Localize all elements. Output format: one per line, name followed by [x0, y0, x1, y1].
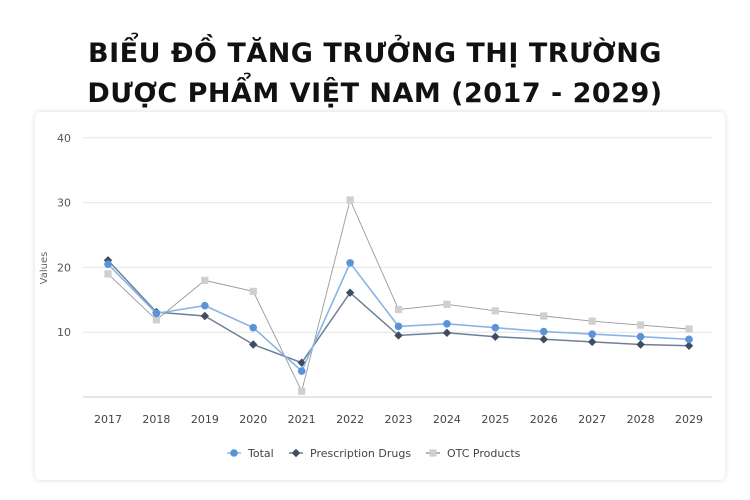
series-otc-products: [104, 196, 693, 395]
data-point: [443, 319, 451, 328]
data-point: [443, 300, 451, 308]
data-point: [588, 317, 596, 325]
series-total: [104, 259, 693, 375]
data-point: [491, 323, 500, 332]
data-point: [346, 196, 354, 204]
x-tick-label: 2027: [578, 413, 606, 426]
x-tick-label: 2020: [239, 413, 267, 426]
x-tick-label: 2017: [94, 413, 122, 426]
x-tick-label: 2019: [191, 413, 219, 426]
data-point: [394, 322, 403, 331]
x-tick-label: 2028: [627, 413, 655, 426]
legend-marker: [429, 449, 437, 457]
data-point: [249, 340, 258, 349]
data-point: [539, 327, 548, 336]
data-point: [394, 305, 403, 314]
data-point: [540, 312, 548, 320]
x-tick-label: 2018: [142, 413, 170, 426]
chart-title-line-2: DƯỢC PHẨM VIỆT NAM (2017 - 2029): [87, 78, 663, 109]
data-point: [685, 325, 693, 333]
x-tick-label: 2025: [481, 413, 509, 426]
y-tick-label: 20: [57, 261, 71, 274]
legend-item[interactable]: Total: [227, 447, 274, 460]
x-tick-label: 2021: [288, 413, 316, 426]
legend-label: Prescription Drugs: [310, 447, 411, 460]
data-point: [201, 301, 209, 310]
data-point: [442, 328, 452, 338]
y-tick-label: 30: [57, 197, 71, 210]
legend-item[interactable]: OTC Products: [426, 447, 521, 460]
data-point: [346, 259, 354, 267]
data-point: [394, 331, 403, 340]
legend-label: Total: [247, 447, 274, 460]
data-point: [152, 316, 161, 324]
y-tick-label: 40: [57, 132, 71, 145]
x-tick-label: 2023: [385, 413, 413, 426]
data-point: [636, 321, 645, 329]
data-point: [636, 340, 645, 349]
data-point: [104, 270, 112, 278]
data-point: [491, 307, 499, 315]
data-point: [249, 323, 258, 332]
y-axis-label: Values: [39, 252, 50, 285]
data-point: [298, 387, 306, 395]
data-point: [539, 335, 548, 344]
x-tick-label: 2029: [675, 413, 703, 426]
x-tick-label: 2024: [433, 413, 461, 426]
chart-panel: [35, 112, 725, 480]
data-point: [588, 330, 596, 338]
series-line: [107, 198, 690, 393]
data-point: [249, 287, 257, 295]
data-point: [297, 367, 306, 375]
data-point: [636, 332, 645, 341]
legend-label: OTC Products: [447, 447, 521, 460]
series-line: [107, 261, 690, 373]
legend-marker: [291, 448, 301, 458]
y-tick-label: 10: [57, 326, 71, 339]
data-point: [200, 311, 210, 321]
legend-item[interactable]: Prescription Drugs: [289, 447, 411, 460]
data-point: [201, 276, 209, 284]
chart-title-line-1: BIỂU ĐỒ TĂNG TRƯỞNG THỊ TRƯỜNG: [88, 38, 662, 69]
data-point: [684, 341, 694, 351]
data-point: [587, 337, 597, 347]
data-point: [491, 332, 500, 341]
data-point: [685, 335, 693, 344]
x-tick-label: 2026: [530, 413, 558, 426]
data-point: [152, 309, 161, 318]
x-tick-label: 2022: [336, 413, 364, 426]
data-point: [104, 260, 112, 268]
chart-title: BIỂU ĐỒ TĂNG TRƯỞNG THỊ TRƯỜNG DƯỢC PHẨM…: [0, 34, 750, 114]
data-point: [345, 288, 355, 297]
legend-marker: [230, 449, 238, 457]
series-prescription-drugs: [103, 256, 694, 367]
